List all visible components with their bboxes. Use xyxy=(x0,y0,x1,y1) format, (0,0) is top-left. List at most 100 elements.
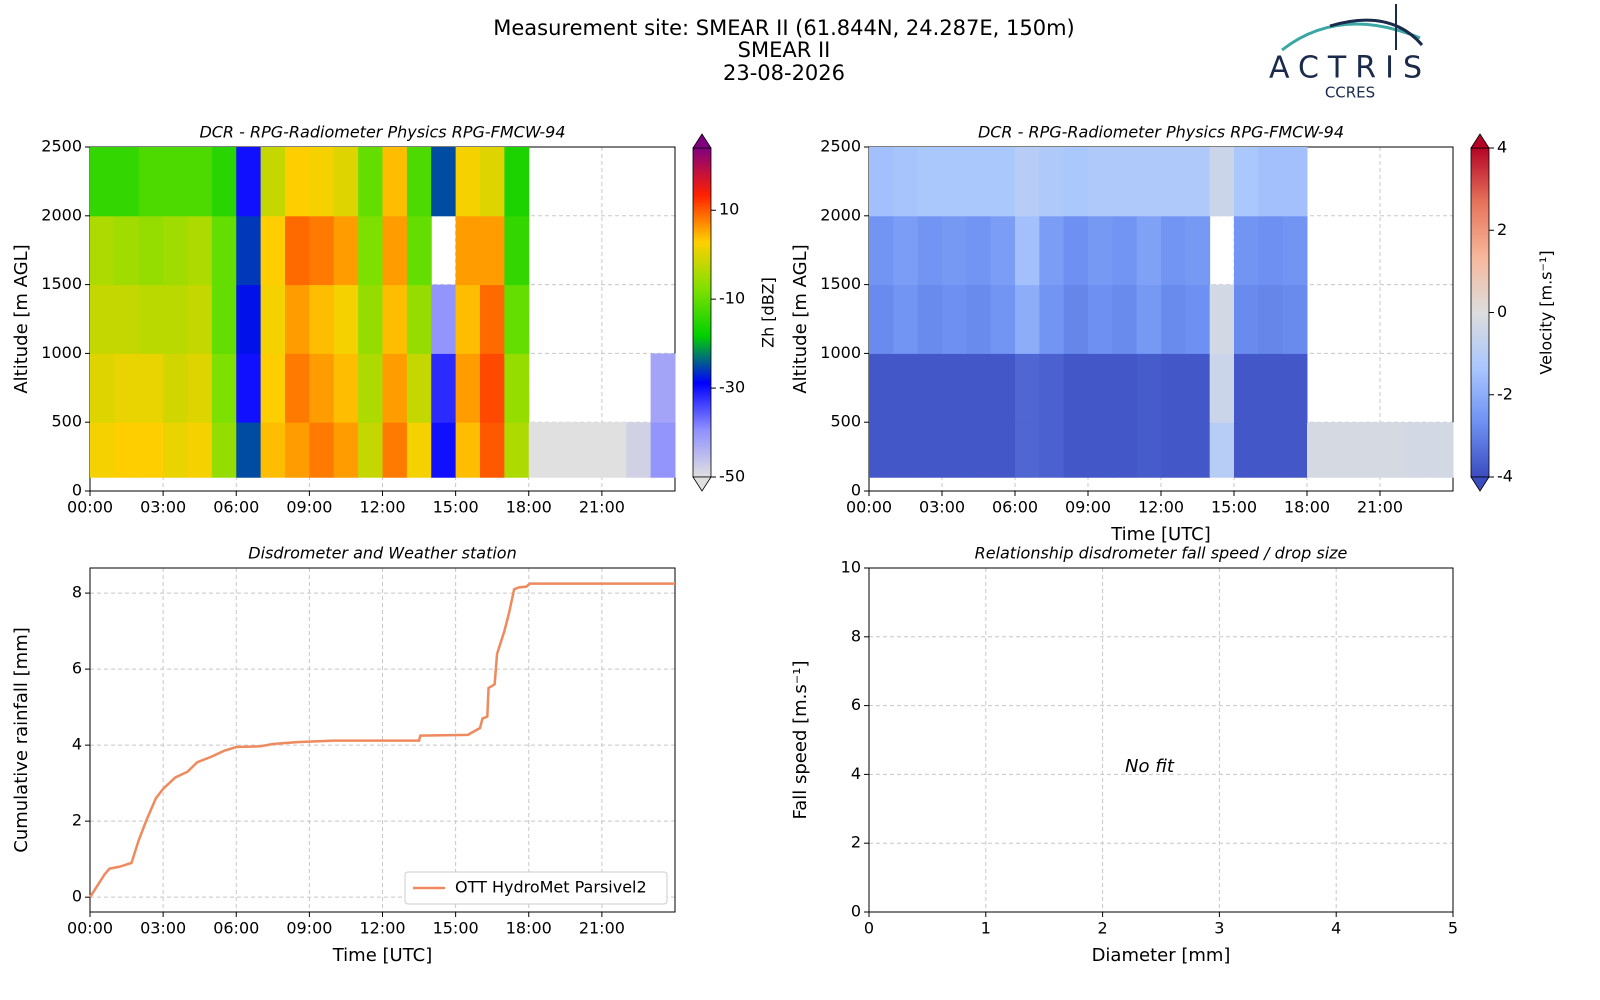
heatmap-cell xyxy=(1258,147,1284,217)
y-tick-label: 0 xyxy=(851,481,861,500)
heatmap-cell xyxy=(333,284,359,354)
y-axis-label: Altitude [m AGL] xyxy=(11,244,32,393)
heatmap-cell xyxy=(1088,422,1113,478)
heatmap-cell xyxy=(917,422,943,478)
heatmap-cell xyxy=(90,353,115,423)
legend: OTT HydroMet Parsivel2 xyxy=(404,871,668,905)
heatmap-cell xyxy=(1282,353,1308,423)
x-tick-label: 03:00 xyxy=(140,498,186,517)
y-axis-label: Cumulative rainfall [mm] xyxy=(11,627,32,853)
heatmap-cell xyxy=(869,215,894,286)
heatmap-cell xyxy=(285,422,310,478)
heatmap-cell xyxy=(285,284,310,354)
heatmap-cell xyxy=(309,284,335,354)
x-tick-label: 21:00 xyxy=(1357,498,1403,517)
y-tick-label: 0 xyxy=(72,887,82,906)
heatmap-cell xyxy=(553,422,578,478)
heatmap-cell xyxy=(1112,147,1138,217)
heatmap-cell xyxy=(382,147,408,217)
heatmap-cell xyxy=(90,215,115,286)
heatmap-cell xyxy=(236,353,262,423)
heatmap-cell xyxy=(138,422,164,478)
x-tick-label: 15:00 xyxy=(433,498,479,517)
heatmap-cell xyxy=(309,215,335,286)
y-tick-label: 1000 xyxy=(41,343,82,362)
heatmap-cell xyxy=(187,422,213,478)
heatmap-cell xyxy=(990,353,1016,423)
heatmap-cell xyxy=(504,353,530,423)
y-tick-label: 2000 xyxy=(820,205,861,224)
heatmap-cell xyxy=(309,147,335,217)
heatmap-cell xyxy=(138,147,164,217)
site-name: SMEAR II xyxy=(738,38,831,62)
plot-area: No fit xyxy=(1125,756,1175,777)
heatmap-cell xyxy=(528,422,554,478)
heatmap-cell xyxy=(504,215,530,286)
heatmap-cell xyxy=(1209,284,1235,354)
heatmap-cell xyxy=(309,353,335,423)
heatmap-cell xyxy=(650,353,676,423)
heatmap-cell xyxy=(406,284,432,354)
x-axis-label: Diameter [mm] xyxy=(1092,945,1231,966)
line-series xyxy=(88,582,675,898)
y-tick-label: 2500 xyxy=(820,137,861,156)
heatmap-cell xyxy=(966,147,992,217)
heatmap-cell xyxy=(431,147,457,217)
heatmap-cell xyxy=(480,215,505,286)
heatmap-cell xyxy=(1185,353,1211,423)
heatmap-cell xyxy=(260,284,286,354)
heatmap-cell xyxy=(187,215,213,286)
heatmap-cell xyxy=(406,215,432,286)
heatmap-cell xyxy=(455,215,481,286)
heatmap-cell xyxy=(577,422,603,478)
y-tick-label: 500 xyxy=(51,412,82,431)
x-tick-label: 06:00 xyxy=(213,498,259,517)
heatmap-cell xyxy=(236,147,262,217)
heatmap-cell xyxy=(187,353,213,423)
heatmap-cell xyxy=(406,147,432,217)
y-axis-label: Fall speed [m.s⁻¹] xyxy=(790,661,811,820)
plot-area xyxy=(90,147,676,478)
panel-title: Relationship disdrometer fall speed / dr… xyxy=(975,544,1348,563)
heatmap-cell xyxy=(1112,284,1138,354)
colorbar-tick-label: -50 xyxy=(719,467,745,486)
heatmap-cell xyxy=(1015,215,1040,286)
heatmap-cell xyxy=(114,147,140,217)
heatmap-cell xyxy=(1185,147,1211,217)
y-tick-label: 2000 xyxy=(41,205,82,224)
heatmap-cell xyxy=(1039,147,1065,217)
y-tick-label: 2 xyxy=(72,811,82,830)
heatmap-cell xyxy=(1380,422,1405,478)
heatmap-cell xyxy=(187,284,213,354)
heatmap-cell xyxy=(333,215,359,286)
colorbar-tick-label: -30 xyxy=(719,378,745,397)
heatmap-cell xyxy=(1015,353,1040,423)
heatmap-cell xyxy=(601,422,627,478)
heatmap-cell xyxy=(114,353,140,423)
x-tick-label: 06:00 xyxy=(213,919,259,938)
heatmap-cell xyxy=(1209,353,1235,423)
heatmap-cell xyxy=(455,353,481,423)
heatmap-cell xyxy=(1282,284,1308,354)
colorbar-gradient xyxy=(1470,147,1490,478)
x-tick-label: 09:00 xyxy=(286,498,332,517)
heatmap-cell xyxy=(650,422,676,478)
heatmap-cell xyxy=(114,215,140,286)
heatmap-cell xyxy=(138,284,164,354)
heatmap-cell xyxy=(1428,422,1454,478)
y-tick-label: 500 xyxy=(830,412,861,431)
colorbar-gradient xyxy=(692,147,712,478)
heatmap-cell xyxy=(211,147,237,217)
x-tick-label: 03:00 xyxy=(919,498,965,517)
heatmap-cell xyxy=(1161,353,1186,423)
heatmap-cell xyxy=(1063,147,1089,217)
heatmap-cell xyxy=(285,353,310,423)
heatmap-cell xyxy=(1234,422,1259,478)
colorbar-tick-label: -10 xyxy=(719,289,745,308)
heatmap-cell xyxy=(1015,284,1040,354)
heatmap-cell xyxy=(1039,353,1065,423)
heatmap-cell xyxy=(504,284,530,354)
heatmap-cell xyxy=(869,422,894,478)
y-axis-label: Altitude [m AGL] xyxy=(790,244,811,393)
y-tick-label: 6 xyxy=(72,659,82,678)
